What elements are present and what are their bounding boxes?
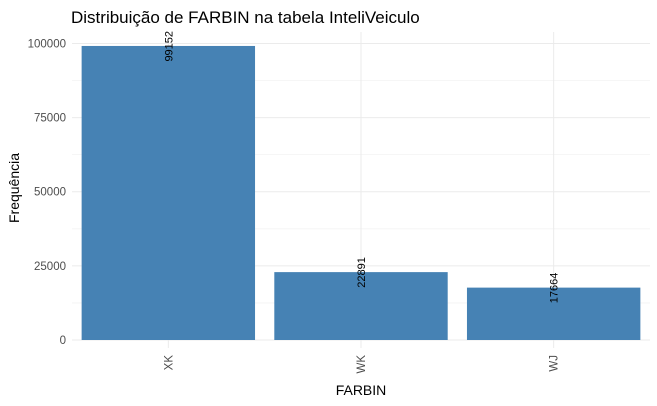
bar-xk xyxy=(81,45,256,340)
bar-wk xyxy=(274,272,448,340)
data-label-wk: 22891 xyxy=(356,257,368,288)
x-tick-label-wj: WJ xyxy=(549,355,561,372)
bar-wj xyxy=(466,287,641,340)
y-tick-label: 50000 xyxy=(34,187,66,199)
bars xyxy=(81,45,641,340)
chart-title: Distribuição de FARBIN na tabela InteliV… xyxy=(71,8,420,27)
x-axis-ticks: XK WK WJ xyxy=(163,355,560,374)
x-tick-label-wk: WK xyxy=(356,355,368,374)
y-tick-label: 0 xyxy=(60,335,66,347)
data-labels: 99152 22891 17664 xyxy=(163,31,560,303)
y-tick-label: 25000 xyxy=(34,261,66,273)
x-tick-label-xk: XK xyxy=(163,355,175,371)
y-axis-ticks: 0 25000 50000 75000 100000 xyxy=(28,38,66,347)
data-label-wj: 17664 xyxy=(549,273,561,304)
data-label-xk: 99152 xyxy=(163,31,175,62)
x-axis-title: FARBIN xyxy=(336,382,387,398)
y-tick-label: 75000 xyxy=(34,113,66,125)
y-axis-title: Frequência xyxy=(6,153,22,223)
y-tick-label: 100000 xyxy=(28,38,66,50)
